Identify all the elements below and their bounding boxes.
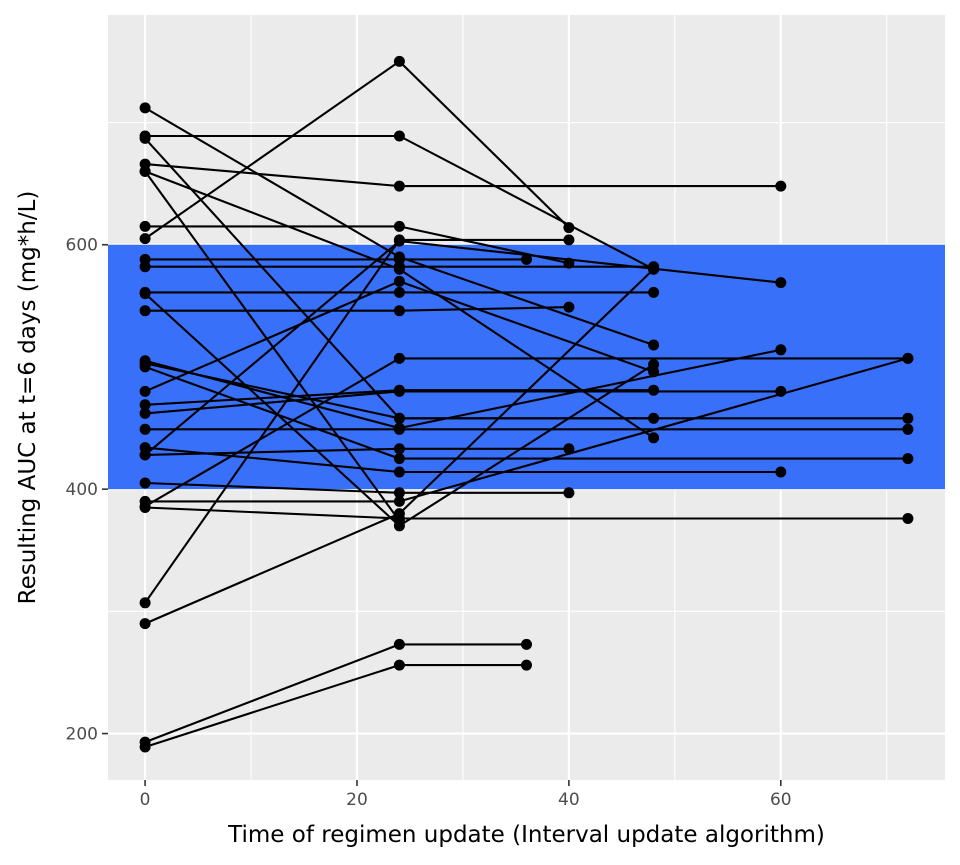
data-point xyxy=(902,423,914,435)
data-point xyxy=(648,339,660,351)
data-point xyxy=(139,220,151,232)
data-point xyxy=(393,520,405,532)
data-point xyxy=(563,487,575,499)
data-point xyxy=(648,286,660,298)
data-point xyxy=(393,180,405,192)
data-point xyxy=(139,399,151,411)
data-point xyxy=(775,466,787,478)
data-point xyxy=(139,233,151,245)
data-point xyxy=(563,301,575,313)
data-point xyxy=(521,659,532,671)
data-point xyxy=(521,253,532,265)
data-point xyxy=(393,220,405,232)
data-point xyxy=(648,263,660,275)
data-point xyxy=(393,275,405,287)
data-point xyxy=(393,495,405,507)
data-point xyxy=(393,443,405,455)
data-point xyxy=(902,352,914,364)
x-tick-label: 40 xyxy=(558,790,580,810)
data-point xyxy=(393,286,405,298)
data-point xyxy=(648,384,660,396)
data-point xyxy=(393,638,405,650)
data-point xyxy=(393,130,405,142)
data-point xyxy=(393,412,405,424)
data-point xyxy=(902,453,914,465)
data-point xyxy=(563,234,575,246)
data-point xyxy=(775,344,787,356)
data-point xyxy=(393,659,405,671)
data-point xyxy=(139,288,151,300)
data-point xyxy=(139,305,151,317)
data-point xyxy=(393,385,405,397)
axis-layer: 0 20 40 60 200 400 600 xyxy=(66,236,792,810)
data-point xyxy=(563,443,575,455)
data-point xyxy=(139,423,151,435)
data-point xyxy=(393,422,405,434)
series-line-7 xyxy=(144,170,401,522)
data-point xyxy=(775,277,787,289)
data-point xyxy=(393,453,405,465)
data-point xyxy=(393,466,405,478)
data-point xyxy=(139,165,151,177)
data-point xyxy=(563,257,575,269)
y-axis-title: Resulting AUC at t=6 days (mg*h/L) xyxy=(15,191,41,605)
data-point xyxy=(648,412,660,424)
y-tick-label: 400 xyxy=(66,480,98,500)
data-point xyxy=(393,55,405,67)
data-point xyxy=(902,513,914,524)
y-tick-label: 200 xyxy=(66,725,98,745)
data-point xyxy=(393,508,405,520)
data-point xyxy=(648,432,660,444)
data-point xyxy=(139,385,151,397)
data-point xyxy=(775,180,787,192)
data-point xyxy=(139,407,151,419)
data-point xyxy=(139,261,151,273)
data-point xyxy=(139,132,151,144)
data-point xyxy=(139,449,151,461)
y-tick-label: 600 xyxy=(66,236,98,256)
x-axis-title: Time of regimen update (Interval update … xyxy=(227,822,825,848)
data-point xyxy=(139,500,151,512)
x-tick-label: 0 xyxy=(140,790,151,810)
data-point xyxy=(393,261,405,273)
data-point xyxy=(139,597,151,609)
data-point xyxy=(393,234,405,246)
data-point xyxy=(521,638,532,650)
x-tick-label: 20 xyxy=(346,790,368,810)
data-point xyxy=(393,305,405,317)
data-point xyxy=(139,618,151,630)
data-point xyxy=(648,359,660,370)
data-point xyxy=(139,477,151,489)
x-tick-label: 60 xyxy=(770,790,792,810)
data-point xyxy=(139,741,151,753)
data-point xyxy=(563,222,575,234)
data-point xyxy=(393,352,405,364)
data-point xyxy=(139,355,151,367)
series-layer xyxy=(139,55,914,753)
data-point xyxy=(393,487,405,499)
data-point xyxy=(139,102,151,114)
data-point xyxy=(775,385,787,397)
data-point xyxy=(902,412,914,424)
